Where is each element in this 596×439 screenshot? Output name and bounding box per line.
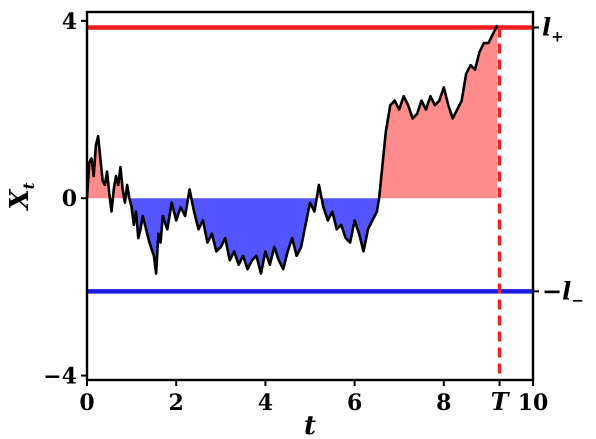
x-tick-label-1: 2 [169, 390, 184, 416]
x-tick-label-4: 8 [436, 390, 451, 416]
y-axis-label: Xt [5, 182, 38, 211]
x-tick-label-2: 4 [258, 390, 273, 416]
y-tick-label-1: 0 [62, 186, 77, 212]
y-axis-ticks: −4 0 4 [43, 9, 87, 390]
y-tick-label-2: 4 [62, 9, 77, 35]
x-axis-ticks: 0 2 4 6 8 10 [79, 380, 548, 416]
annotations: l+ −l− T [491, 13, 584, 416]
T-label: T [491, 387, 511, 416]
plot-frame [85, 10, 535, 382]
threshold-lines [87, 25, 533, 294]
lower-threshold-label: −l− [542, 276, 584, 309]
x-axis-label: t [304, 411, 316, 439]
x-tick-label-5: 10 [518, 390, 549, 416]
y-tick-label-0: −4 [43, 364, 77, 390]
x-tick-label-3: 6 [347, 390, 362, 416]
area-fills [87, 25, 498, 274]
positive-area-0 [87, 136, 110, 199]
negative-area-9 [321, 198, 380, 252]
series-line [85, 24, 499, 275]
negative-area-7 [191, 198, 317, 274]
x-tick-label-0: 0 [79, 390, 94, 416]
positive-area-10 [379, 25, 498, 199]
upper-threshold-label: l+ [542, 13, 564, 46]
